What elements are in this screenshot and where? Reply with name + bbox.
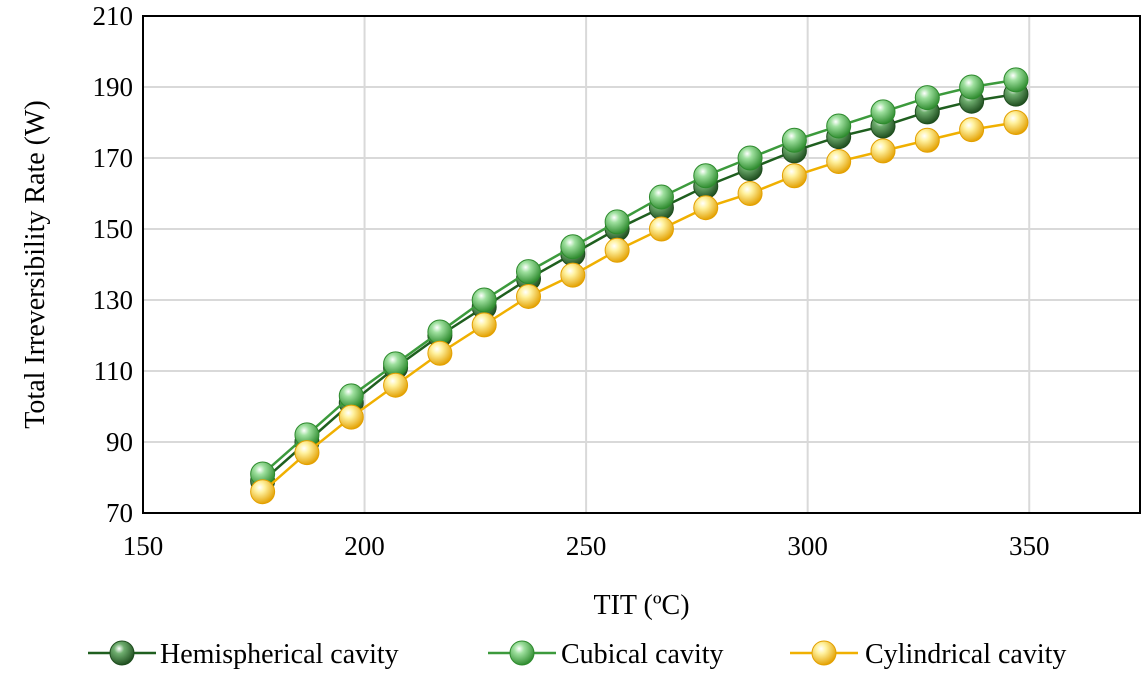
y-tick-label: 170 bbox=[93, 143, 134, 173]
series-line bbox=[261, 121, 1017, 493]
data-point bbox=[781, 163, 807, 189]
data-point bbox=[959, 74, 985, 100]
data-point bbox=[338, 383, 364, 409]
data-point bbox=[383, 351, 409, 377]
legend-label: Hemispherical cavity bbox=[160, 639, 399, 670]
data-point bbox=[870, 99, 896, 125]
x-tick-label: 350 bbox=[1009, 531, 1050, 561]
y-tick-label: 190 bbox=[93, 72, 134, 102]
plot-frame bbox=[142, 15, 1141, 514]
legend-item: Hemispherical cavity bbox=[88, 639, 399, 670]
legend-item: Cubical cavity bbox=[488, 639, 724, 670]
data-point bbox=[604, 209, 630, 235]
legend-label: Cylindrical cavity bbox=[865, 639, 1066, 670]
series-line bbox=[261, 92, 1017, 482]
y-tick-label: 70 bbox=[106, 498, 133, 528]
x-tick-label: 200 bbox=[344, 531, 385, 561]
data-point bbox=[427, 340, 453, 366]
data-point bbox=[959, 117, 985, 143]
data-point bbox=[427, 319, 453, 345]
data-point bbox=[781, 127, 807, 153]
data-point bbox=[914, 85, 940, 111]
legend-label: Cubical cavity bbox=[561, 639, 724, 670]
data-point bbox=[516, 259, 542, 285]
y-axis-title: Total Irreversibility Rate (W) bbox=[20, 100, 51, 428]
data-point bbox=[604, 237, 630, 263]
data-point bbox=[1003, 110, 1029, 135]
legend: Hemispherical cavity Cubical cavity Cylind… bbox=[88, 639, 1066, 670]
data-point bbox=[294, 440, 320, 466]
data-point bbox=[648, 216, 674, 242]
data-point bbox=[826, 113, 852, 139]
legend-item: Cylindrical cavity bbox=[790, 639, 1066, 670]
grid bbox=[142, 15, 1140, 514]
y-tick-label: 130 bbox=[93, 285, 134, 315]
y-tick-label: 150 bbox=[93, 214, 134, 244]
y-tick-label: 90 bbox=[106, 427, 133, 457]
data-point bbox=[737, 145, 763, 171]
x-tick-label: 250 bbox=[566, 531, 607, 561]
data-point bbox=[383, 372, 409, 398]
data-point bbox=[560, 262, 586, 288]
data-point bbox=[693, 163, 719, 189]
series-cubical-cavity bbox=[250, 67, 1029, 487]
data-point bbox=[1003, 67, 1029, 93]
data-point bbox=[471, 287, 497, 313]
data-point bbox=[826, 149, 852, 175]
data-point bbox=[560, 234, 586, 260]
legend-marker bbox=[811, 640, 837, 666]
y-tick-label: 210 bbox=[93, 1, 134, 31]
data-point bbox=[693, 195, 719, 221]
x-axis-ticks: 150 200 250 300 350 bbox=[123, 531, 1050, 561]
data-point bbox=[516, 283, 542, 309]
y-axis-ticks: 70 90 110 130 150 170 190 210 bbox=[93, 1, 134, 528]
series-cylindrical-cavity bbox=[250, 110, 1029, 505]
y-tick-label: 110 bbox=[94, 356, 134, 386]
data-point bbox=[471, 312, 497, 338]
legend-marker bbox=[509, 640, 535, 666]
x-tick-label: 150 bbox=[123, 531, 164, 561]
data-point bbox=[914, 127, 940, 153]
data-point bbox=[648, 184, 674, 210]
data-point bbox=[737, 181, 763, 206]
data-point bbox=[250, 479, 276, 505]
series-line bbox=[261, 78, 1017, 475]
x-axis-title: TIT (ºC) bbox=[593, 590, 689, 621]
data-point bbox=[870, 138, 896, 164]
series-layer bbox=[250, 67, 1029, 505]
x-tick-label: 300 bbox=[787, 531, 828, 561]
data-point bbox=[338, 404, 364, 430]
legend-marker bbox=[109, 640, 135, 666]
